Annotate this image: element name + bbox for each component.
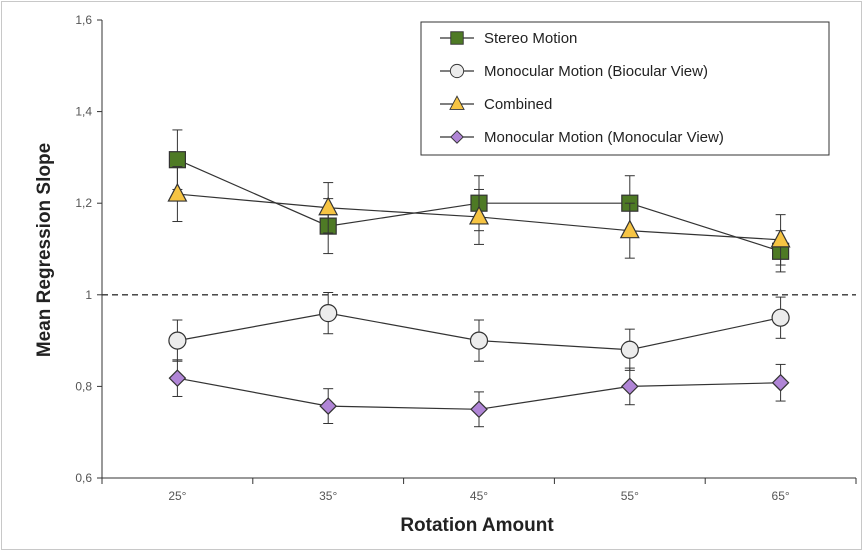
series-circle [168, 292, 790, 371]
legend-marker [449, 95, 465, 110]
legend: Stereo Motion Monocular Motion (Biocular … [420, 21, 830, 156]
data-point [319, 304, 338, 323]
data-point [167, 182, 188, 202]
data-point [318, 196, 339, 216]
data-point [469, 331, 489, 350]
legend-marker [450, 130, 464, 144]
legend-label: Stereo Motion [484, 30, 577, 47]
data-point [168, 151, 186, 169]
legend-label: Monocular Motion (Biocular View) [484, 63, 708, 80]
y-axis-title: Mean Regression Slope [34, 143, 55, 357]
axes [101, 20, 856, 479]
data-point [771, 308, 790, 327]
y-tick-label: 1 [85, 288, 92, 302]
x-tick-label: 65° [772, 489, 790, 503]
legend-box [420, 21, 830, 156]
y-tick-label: 1,2 [75, 196, 92, 210]
data-point [319, 397, 338, 415]
series-diamond [168, 359, 790, 428]
data-point [469, 205, 489, 225]
data-point [771, 373, 790, 392]
data-point [168, 331, 187, 350]
series [167, 129, 791, 428]
legend-marker [450, 31, 464, 45]
legend-label: Combined [484, 96, 552, 113]
data-point [619, 219, 640, 239]
x-tick-label: 45° [470, 489, 488, 503]
data-point [470, 400, 488, 419]
y-tick-label: 0,6 [75, 471, 92, 485]
data-point [168, 369, 187, 388]
y-tick-label: 0,8 [75, 379, 92, 393]
x-tick-label: 35° [319, 489, 337, 503]
y-tick-label: 1,4 [75, 105, 92, 119]
data-point [620, 340, 639, 359]
tick-labels: 0,6 0,8 1 1,2 1,4 1,6 25° 35° 45° 55° 65° [75, 13, 857, 503]
data-point [620, 377, 639, 396]
x-tick-label: 55° [621, 489, 639, 503]
series-triangle [167, 166, 791, 266]
x-tick-label: 25° [168, 489, 186, 503]
legend-marker [449, 63, 465, 79]
x-axis-title: Rotation Amount [400, 515, 554, 536]
y-tick-label: 1,6 [75, 13, 92, 27]
legend-label: Monocular Motion (Monocular View) [484, 129, 724, 146]
data-point [770, 228, 791, 248]
